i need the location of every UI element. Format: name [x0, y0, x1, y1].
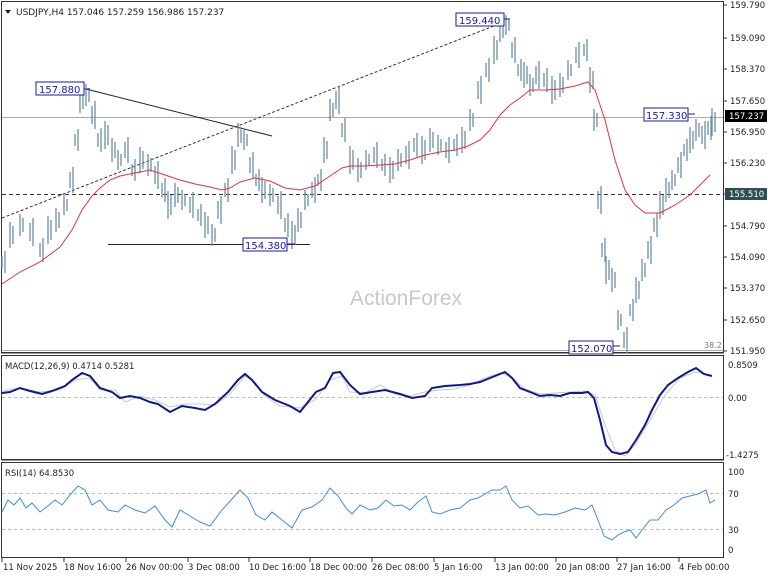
annotation-157330: 157.330: [643, 107, 695, 122]
price-tick: 152.650: [730, 316, 765, 326]
support-level-label: 155.510: [729, 190, 764, 200]
price-bars: [1, 15, 716, 353]
symbol-header: USDJPY,H4 157.046 157.259 156.986 157.23…: [16, 8, 224, 18]
current-price-label: 157.237: [729, 112, 764, 122]
annotation-154380: 154.380: [242, 237, 295, 252]
macd-signal-line: [1, 371, 711, 457]
time-tick: 13 Jan 00:00: [495, 563, 549, 573]
annotation-label: 154.380: [245, 241, 286, 252]
price-panel-frame: [1, 1, 724, 353]
rising-trendline: [1, 21, 505, 219]
time-tick: 20 Jan 08:00: [556, 563, 610, 573]
time-tick: 27 Jan 16:00: [617, 563, 671, 573]
time-tick: 10 Dec 16:00: [249, 563, 306, 573]
annotation-label: 157.880: [39, 85, 80, 96]
macd-axis: 0.8509 0.00 -1.4275: [726, 361, 759, 461]
macd-title: MACD(12,26,9) 0.4714 0.5281: [5, 362, 134, 372]
price-tick: 159.090: [730, 34, 765, 44]
price-tick: 151.950: [730, 347, 765, 357]
rsi-tick: 70: [728, 490, 739, 500]
macd-tick: 0.00: [728, 394, 747, 404]
macd-panel-frame: [1, 355, 724, 460]
current-price-badge: [725, 110, 767, 122]
rsi-tick: 0: [728, 546, 733, 556]
time-tick: 4 Feb 00:00: [679, 563, 729, 573]
time-tick: 26 Nov 00:00: [126, 563, 183, 573]
price-tick: 156.950: [730, 128, 765, 138]
macd-line: [1, 366, 713, 456]
moving-average-line: [1, 81, 711, 285]
annotation-159440: 159.440: [455, 12, 510, 27]
macd-tick: 0.8509: [728, 361, 758, 371]
annotation-152070: 152.070: [568, 340, 620, 355]
rsi-title: RSI(14) 64.8530: [5, 469, 74, 479]
triangle-down-icon[interactable]: [5, 10, 11, 14]
watermark: ActionForex: [350, 287, 463, 310]
falling-trendline: [85, 88, 273, 137]
fib-label: 38.2: [704, 341, 722, 350]
panel-frames: [1, 1, 724, 558]
time-tick: 18 Dec 00:00: [310, 563, 367, 573]
price-tick: 157.650: [730, 97, 765, 107]
time-tick: 18 Nov 16:00: [64, 563, 121, 573]
price-tick: 159.790: [730, 1, 765, 11]
annotation-label: 159.440: [459, 16, 500, 27]
annotation-157880: 157.880: [35, 81, 90, 96]
annotation-label: 152.070: [571, 344, 612, 355]
price-tick: 158.370: [730, 65, 765, 75]
time-tick: 11 Nov 2025: [3, 563, 57, 573]
price-tick: 153.370: [730, 284, 765, 294]
rsi-panel-frame: [1, 462, 724, 558]
rsi-tick: 30: [728, 526, 739, 536]
macd-tick: -1.4275: [726, 451, 759, 461]
time-tick: 26 Dec 08:00: [372, 563, 429, 573]
price-axis: 159.790 159.090 158.370 157.650 156.950 …: [723, 1, 767, 357]
time-tick: 3 Dec 08:00: [188, 563, 240, 573]
rsi-axis: 100 70 30 0: [728, 468, 744, 556]
time-axis: 11 Nov 2025 18 Nov 16:00 26 Nov 00:00 3 …: [1, 558, 729, 573]
rsi-line: [1, 485, 716, 541]
price-tick: 156.230: [730, 159, 765, 169]
price-tick: 154.090: [730, 253, 765, 263]
support-level-badge: [725, 188, 767, 200]
annotation-label: 157.330: [646, 111, 687, 122]
rsi-tick: 100: [728, 468, 744, 478]
price-tick: 154.790: [730, 222, 765, 232]
time-tick: 5 Jan 16:00: [434, 563, 482, 573]
